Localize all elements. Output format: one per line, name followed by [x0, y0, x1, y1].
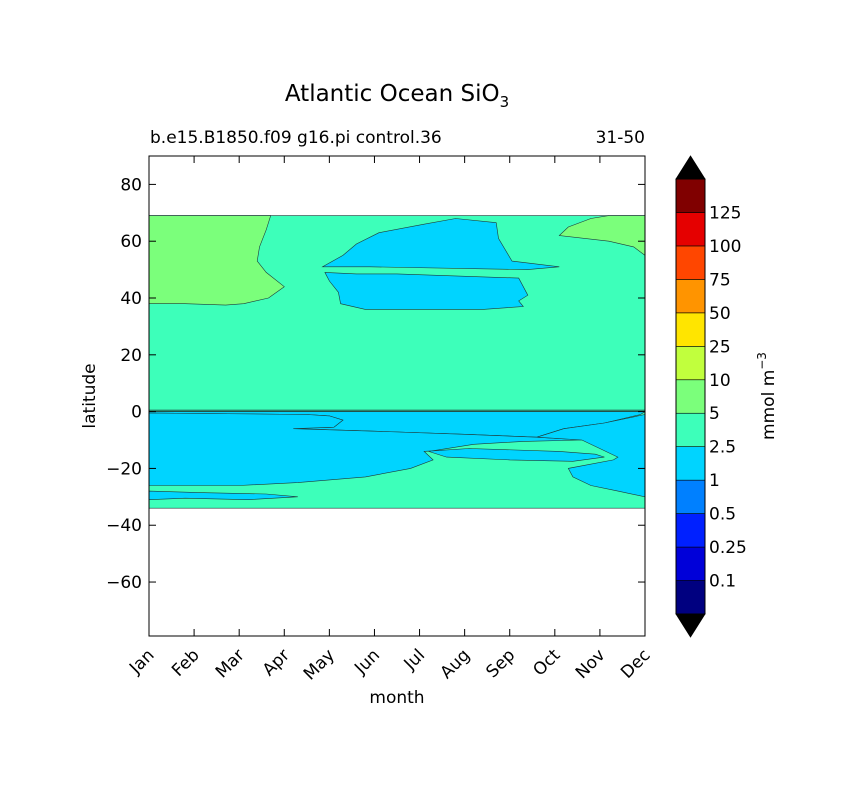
- colorbar-tick-label: 0.5: [709, 505, 736, 525]
- colorbar-label-base: mmol m: [759, 370, 779, 440]
- y-tick-label: −60: [106, 573, 142, 593]
- x-tick-label: Apr: [259, 645, 294, 680]
- y-tick-label: 80: [120, 175, 142, 195]
- contour-line-layer: [149, 409, 645, 413]
- colorbar-extend-top: [675, 155, 706, 180]
- x-axis-label: month: [369, 688, 424, 708]
- colorbar-tick-label: 25: [709, 337, 731, 357]
- colorbar-segment: [675, 212, 706, 247]
- colorbar-segment: [675, 379, 706, 414]
- colorbar-label: mmol m−3: [755, 352, 779, 440]
- y-axis-label: latitude: [80, 363, 100, 428]
- colorbar-extend-bottom: [675, 613, 706, 638]
- colorbar-tick-label: 10: [709, 371, 731, 391]
- x-tick-label: Mar: [212, 645, 249, 682]
- y-tick-label: −40: [106, 516, 142, 536]
- y-tick-label: 20: [120, 346, 142, 366]
- x-tick-label: Jan: [125, 645, 158, 678]
- colorbar-segment: [675, 546, 706, 581]
- colorbar-tick-label: 2.5: [709, 438, 736, 458]
- plot-frame: [148, 155, 646, 637]
- colorbar-tick-label: 125: [709, 203, 741, 223]
- colorbar-tick-label: 0.25: [709, 538, 747, 558]
- chart-subtitle-left: b.e15.B1850.f09 g16.pi control.36: [150, 128, 442, 148]
- chart-title-main: Atlantic Ocean SiO: [285, 81, 500, 107]
- colorbar-tick-label: 50: [709, 304, 731, 324]
- y-tick-label: 60: [120, 232, 142, 252]
- colorbar-tick-label: 75: [709, 270, 731, 290]
- colorbar-segment: [675, 479, 706, 514]
- colorbar-segment: [675, 178, 706, 213]
- y-tick-label: −20: [106, 459, 142, 479]
- colorbar-segment: [675, 513, 706, 548]
- x-tick-label: Jun: [350, 645, 384, 679]
- colorbar-segment: [675, 245, 706, 280]
- x-tick-label: Dec: [617, 645, 654, 682]
- chart-subtitle-right: 31-50: [596, 128, 645, 148]
- colorbar-tick-labels: 0.1 0.25 0.5 1 2.5 5 10 25 50 75 100 125: [709, 203, 747, 591]
- x-tick-label: Oct: [529, 645, 564, 680]
- x-tick-label: Nov: [572, 645, 610, 683]
- colorbar-tick-label: 0.1: [709, 572, 736, 592]
- colorbar-tick-label: 100: [709, 237, 741, 257]
- contour-region-ne-5-10: [558, 215, 645, 256]
- colorbar-segment: [675, 412, 706, 447]
- contour-fill-layer: [149, 215, 645, 509]
- colorbar-segment: [675, 279, 706, 314]
- x-tick-label: Sep: [482, 645, 519, 682]
- colorbar-frame: [675, 178, 706, 615]
- colorbar: [675, 155, 706, 638]
- colorbar-label-exponent: −3: [755, 352, 769, 370]
- colorbar-tick-label: 1: [709, 471, 720, 491]
- x-tick-label: Jul: [400, 645, 429, 674]
- chart-title-subscript: 3: [500, 93, 510, 111]
- colorbar-segment: [675, 446, 706, 481]
- y-axis-ticks: 80 60 40 20 0 −20 −40 −60: [106, 175, 645, 593]
- contour-region-north-1-2.5-upper: [321, 218, 560, 270]
- contour-region-south-1-2.5-strip: [149, 490, 298, 501]
- y-tick-label: 40: [120, 289, 142, 309]
- colorbar-tick-label: 5: [709, 404, 720, 424]
- colorbar-segment: [675, 346, 706, 381]
- contour-region-south-1-2.5-mid: [149, 412, 605, 486]
- contour-region-south-1-2.5-east: [536, 414, 645, 498]
- chart-title: Atlantic Ocean SiO3: [285, 81, 509, 111]
- colorbar-segment: [675, 312, 706, 347]
- x-tick-label: Aug: [437, 645, 475, 683]
- contour-region-north-5-10: [149, 215, 285, 306]
- colorbar-segment: [675, 580, 706, 615]
- x-tick-label: May: [300, 645, 339, 684]
- x-tick-label: Feb: [168, 645, 203, 680]
- contour-region-north-1-2.5-lower: [324, 272, 529, 310]
- y-tick-label: 0: [131, 403, 142, 423]
